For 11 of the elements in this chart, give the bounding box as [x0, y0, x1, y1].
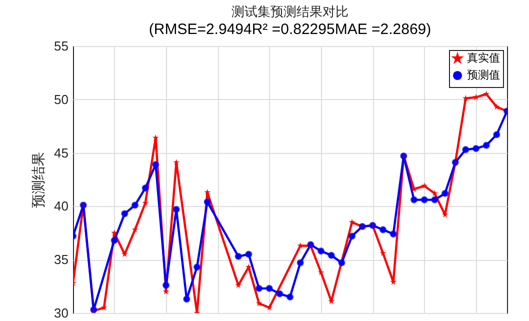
y-tick-label: 50 [54, 92, 68, 107]
y-tick-label: 35 [54, 252, 68, 268]
chart-title: 测试集预测结果对比 [232, 5, 348, 20]
legend-label: 预测值 [467, 68, 500, 82]
y-tick-label: 45 [54, 145, 68, 160]
chart-subtitle: (RMSE=2.9494R² =0.82295MAE =2.2869) [148, 21, 432, 38]
y-tick-label: 30 [54, 306, 68, 320]
legend-label: 真实值 [467, 52, 500, 64]
y-tick-label: 55 [54, 38, 68, 54]
y-axis-title: 预测结果 [31, 152, 48, 208]
y-tick-label: 40 [54, 198, 68, 214]
